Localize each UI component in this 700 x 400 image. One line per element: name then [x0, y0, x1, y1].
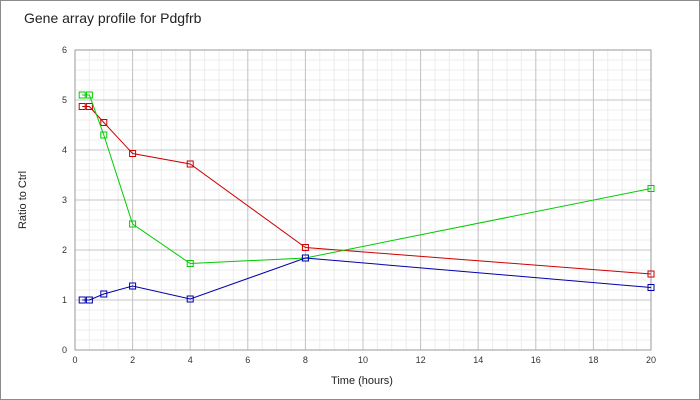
y-axis-label: Ratio to Ctrl	[17, 171, 29, 229]
x-tick-label: 0	[72, 355, 77, 365]
y-tick-label: 2	[62, 245, 67, 255]
x-tick-label: 8	[303, 355, 308, 365]
x-tick-labels: 0 2 4 6 8 10 12 14 16 18 20	[72, 355, 656, 365]
data-point	[78, 296, 86, 304]
data-point	[647, 185, 655, 192]
x-tick-label: 10	[358, 355, 368, 365]
data-point	[301, 244, 309, 251]
data-point	[129, 282, 137, 290]
data-point	[647, 284, 655, 291]
y-tick-label: 6	[62, 45, 67, 55]
y-tick-labels: 0 1 2 3 4 5 6	[62, 45, 67, 355]
data-point	[129, 220, 137, 228]
data-point	[186, 160, 194, 168]
y-tick-label: 3	[62, 195, 67, 205]
data-point	[186, 260, 194, 267]
data-point	[301, 254, 309, 262]
series-line	[82, 106, 652, 275]
data-point	[78, 91, 86, 99]
series-layer	[78, 91, 655, 304]
data-point	[78, 103, 86, 110]
data-point	[85, 91, 93, 99]
x-tick-label: 16	[531, 355, 541, 365]
y-tick-label: 5	[62, 95, 67, 105]
plot-area	[74, 49, 652, 351]
y-tick-label: 0	[62, 345, 67, 355]
data-point	[647, 270, 655, 278]
chart-title: Gene array profile for Pdgfrb	[24, 10, 202, 26]
y-tick-label: 4	[62, 145, 67, 155]
x-tick-label: 12	[416, 355, 426, 365]
data-point	[129, 150, 137, 157]
series-3	[78, 254, 655, 304]
y-tick-label: 1	[62, 295, 67, 305]
data-point	[100, 290, 108, 298]
series-line	[82, 257, 652, 301]
data-point	[100, 131, 108, 139]
data-point	[85, 103, 93, 110]
x-tick-label: 4	[188, 355, 193, 365]
x-tick-label: 14	[473, 355, 483, 365]
data-point	[85, 296, 93, 304]
x-tick-label: 2	[130, 355, 135, 365]
x-axis-label: Time (hours)	[331, 375, 393, 387]
data-point	[186, 295, 194, 303]
data-point	[100, 119, 108, 126]
x-tick-label: 18	[588, 355, 598, 365]
x-tick-label: 6	[245, 355, 250, 365]
series-1	[78, 103, 655, 278]
x-tick-label: 20	[646, 355, 656, 365]
